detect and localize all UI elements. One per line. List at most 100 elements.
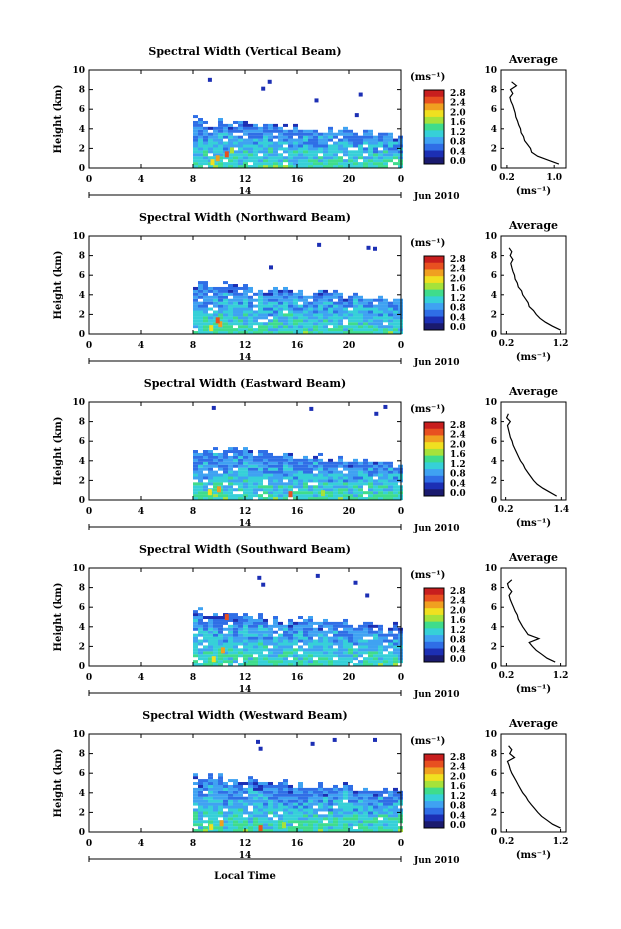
- heatmap-cell: [243, 298, 248, 302]
- heatmap-cell: [198, 458, 203, 462]
- heatmap-cell: [253, 618, 258, 622]
- heatmap-cell: [253, 820, 258, 824]
- heatmap-cell: [368, 639, 373, 643]
- heatmap-cell: [253, 651, 258, 655]
- heatmap-cell: [238, 627, 243, 631]
- heatmap-cell: [223, 796, 228, 800]
- heatmap-cell: [203, 802, 208, 806]
- heatmap-cell: [253, 313, 258, 317]
- heatmap-cell: [268, 799, 273, 803]
- heatmap-cell: [383, 132, 388, 136]
- heatmap-cell: [258, 461, 263, 465]
- heatmap-cell: [248, 793, 253, 797]
- heatmap-cell: [228, 497, 233, 501]
- heatmap-cell: [193, 787, 198, 791]
- heatmap-cell: [253, 790, 258, 794]
- heatmap-cell: [363, 829, 368, 833]
- heatmap-cell: [263, 796, 268, 800]
- heatmap-cell: [263, 292, 268, 296]
- heatmap-cell: [303, 636, 308, 640]
- heatmap-cell: [333, 808, 338, 812]
- heatmap-cell: [213, 461, 218, 465]
- heatmap-cell: [363, 621, 368, 625]
- heatmap-cell: [383, 823, 388, 827]
- heatmap-cell: [368, 461, 373, 465]
- heatmap-cell: [233, 331, 238, 335]
- heatmap-cell: [213, 805, 218, 809]
- heatmap-cell: [238, 826, 243, 830]
- heatmap-cell: [298, 645, 303, 649]
- heatmap-cell: [373, 461, 378, 465]
- heatmap-cell: [358, 799, 363, 803]
- upper-echo: [383, 404, 388, 409]
- heatmap-cell: [228, 657, 233, 661]
- heatmap-cell: [208, 301, 213, 305]
- heatmap-cell: [308, 328, 313, 332]
- heatmap-cell: [363, 633, 368, 637]
- x-tick-label: 4: [138, 175, 144, 185]
- heatmap-cell: [198, 654, 203, 658]
- heatmap-cell: [218, 307, 223, 311]
- heatmap-cell: [228, 331, 233, 335]
- heatmap-cell: [223, 787, 228, 791]
- heatmap-cell: [278, 485, 283, 489]
- heatmap-cell: [223, 295, 228, 299]
- heatmap-cell: [228, 642, 233, 646]
- heatmap-cell: [243, 452, 248, 456]
- heatmap-cell: [293, 497, 298, 501]
- heatmap-cell: [248, 782, 253, 786]
- heatmap-cell: [343, 126, 348, 130]
- average-y-tick-label: 8: [491, 86, 497, 96]
- heatmap-cell: [323, 793, 328, 797]
- heatmap-cell: [198, 292, 203, 296]
- heatmap-cell: [273, 488, 278, 492]
- heatmap-cell: [308, 150, 313, 154]
- heatmap-cell: [393, 811, 398, 815]
- heatmap-cell: [378, 793, 383, 797]
- average-profile-line: [509, 81, 560, 165]
- heatmap-cell: [298, 316, 303, 320]
- heatmap-cell: [263, 295, 268, 299]
- heatmap-cell: [263, 147, 268, 151]
- heatmap-cell: [333, 784, 338, 788]
- heatmap-cell: [353, 331, 358, 335]
- colorbar-frame: [423, 89, 445, 165]
- heatmap-cell: [273, 304, 278, 308]
- colorbar-segment: [424, 641, 444, 650]
- heatmap-cell: [248, 616, 253, 620]
- heatmap-cell: [393, 467, 398, 471]
- heatmap-cell: [328, 458, 333, 462]
- heatmap-cell: [358, 648, 363, 652]
- heatmap-cell: [193, 325, 198, 329]
- heatmap-cell: [313, 651, 318, 655]
- heatmap-cell: [288, 654, 293, 658]
- heatmap-cell: [223, 458, 228, 462]
- heatmap-cell: [318, 494, 323, 498]
- heatmap-cell: [193, 150, 198, 154]
- heatmap-cell: [258, 630, 263, 634]
- heatmap-cell: [303, 301, 308, 305]
- heatmap-cell: [263, 304, 268, 308]
- heatmap-cell: [283, 811, 288, 815]
- heatmap-cell: [328, 292, 333, 296]
- heatmap-cell: [273, 491, 278, 495]
- heatmap-cell: [278, 660, 283, 664]
- heatmap-cell: [213, 627, 218, 631]
- heatmap-cell: [198, 325, 203, 329]
- heatmap-cell: [383, 485, 388, 489]
- heatmap-cell: [338, 138, 343, 142]
- heatmap-cell: [208, 657, 213, 661]
- upper-echo: [256, 739, 260, 744]
- heatmap-cell: [363, 642, 368, 646]
- heatmap-cell: [308, 799, 313, 803]
- heatmap-cell: [328, 165, 333, 169]
- heatmap-cell: [193, 790, 198, 794]
- heatmap-cell: [278, 298, 283, 302]
- heatmap-cell: [283, 784, 288, 788]
- heatmap-cell: [298, 621, 303, 625]
- heatmap-cell: [298, 141, 303, 145]
- heatmap-cell: [248, 467, 253, 471]
- heatmap-cell: [388, 497, 393, 501]
- heatmap-cell: [393, 331, 398, 335]
- heatmap-cell: [318, 138, 323, 142]
